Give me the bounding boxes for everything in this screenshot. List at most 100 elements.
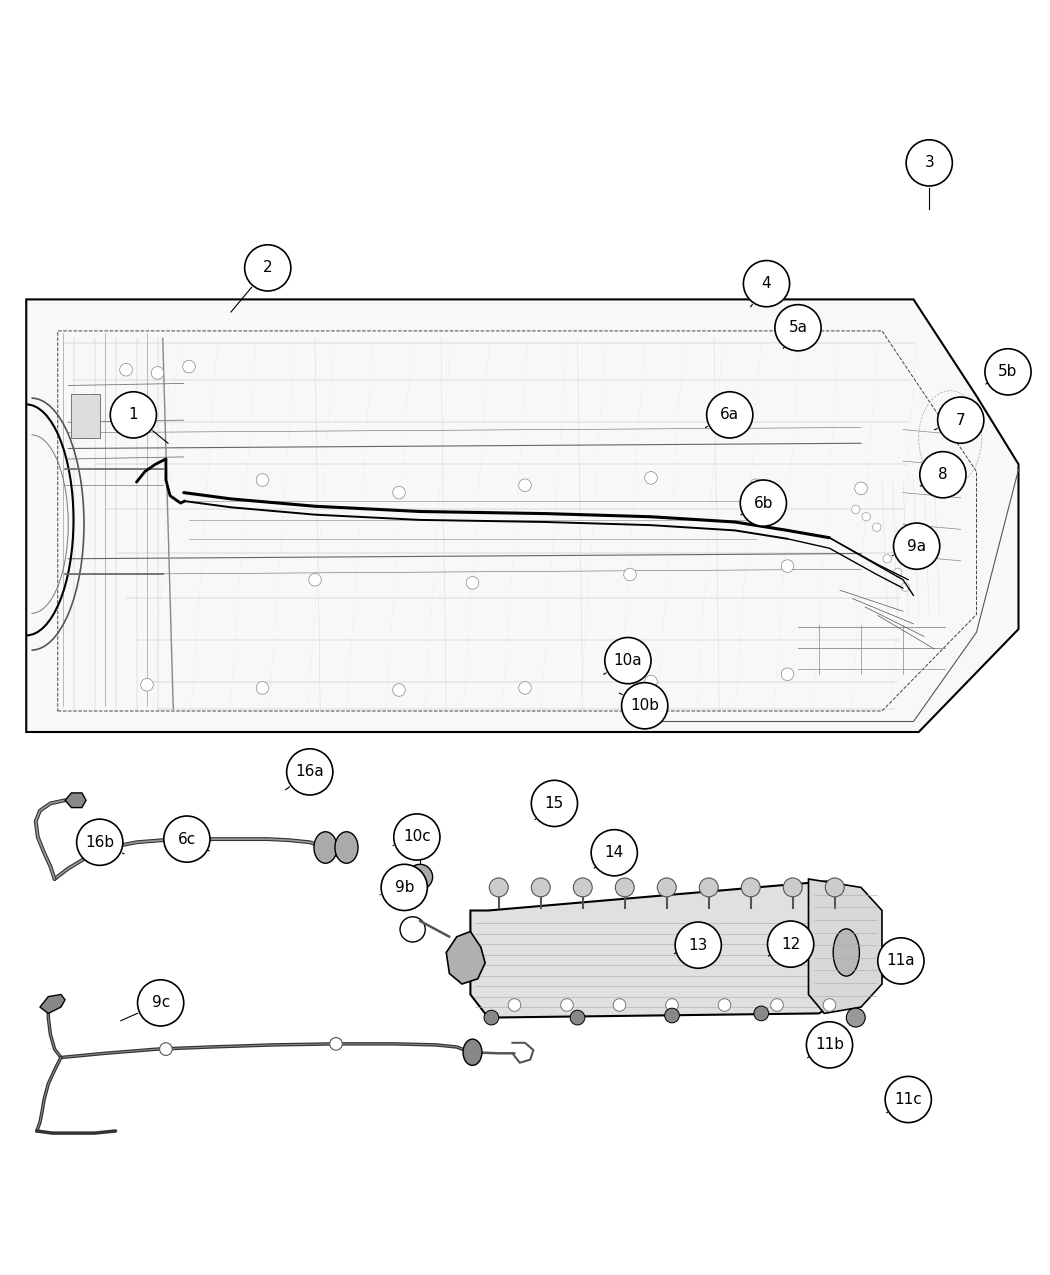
- Text: 7: 7: [956, 413, 966, 427]
- Circle shape: [750, 479, 762, 492]
- Circle shape: [484, 1010, 499, 1025]
- Text: 13: 13: [689, 937, 708, 952]
- Circle shape: [531, 878, 550, 896]
- Text: 8: 8: [938, 467, 948, 482]
- Circle shape: [740, 479, 786, 527]
- Circle shape: [699, 878, 718, 896]
- Text: 10c: 10c: [403, 830, 430, 844]
- Circle shape: [164, 816, 210, 862]
- Text: 12: 12: [781, 937, 800, 951]
- Polygon shape: [65, 793, 86, 807]
- Text: 6a: 6a: [720, 408, 739, 422]
- Text: 9c: 9c: [151, 996, 170, 1010]
- Circle shape: [665, 1009, 679, 1023]
- Circle shape: [381, 864, 427, 910]
- Circle shape: [771, 998, 783, 1011]
- Circle shape: [825, 878, 844, 896]
- Polygon shape: [40, 994, 65, 1014]
- Text: 6c: 6c: [177, 831, 196, 847]
- Circle shape: [901, 583, 909, 592]
- Circle shape: [466, 576, 479, 589]
- Circle shape: [400, 917, 425, 942]
- Circle shape: [519, 479, 531, 492]
- Circle shape: [878, 938, 924, 984]
- Text: 6b: 6b: [754, 496, 773, 510]
- Text: 16a: 16a: [295, 765, 324, 779]
- Circle shape: [906, 140, 952, 186]
- Circle shape: [675, 922, 721, 968]
- Text: 16b: 16b: [85, 835, 114, 849]
- Circle shape: [645, 676, 657, 688]
- Circle shape: [573, 878, 592, 896]
- Circle shape: [508, 998, 521, 1011]
- Circle shape: [885, 1076, 931, 1122]
- Text: 10a: 10a: [613, 653, 643, 668]
- Circle shape: [489, 878, 508, 896]
- Ellipse shape: [335, 831, 358, 863]
- Ellipse shape: [314, 831, 337, 863]
- Circle shape: [309, 574, 321, 586]
- Circle shape: [938, 397, 984, 444]
- Text: 9a: 9a: [907, 538, 926, 553]
- Circle shape: [624, 569, 636, 581]
- Circle shape: [873, 523, 881, 532]
- Circle shape: [138, 979, 184, 1026]
- Circle shape: [894, 523, 940, 569]
- Text: 5a: 5a: [789, 320, 807, 335]
- Text: 14: 14: [605, 845, 624, 861]
- Ellipse shape: [834, 929, 860, 977]
- Circle shape: [613, 998, 626, 1011]
- Circle shape: [707, 391, 753, 439]
- Circle shape: [160, 1043, 172, 1056]
- Circle shape: [519, 682, 531, 694]
- Text: 3: 3: [924, 156, 934, 171]
- Circle shape: [781, 560, 794, 572]
- Text: 10b: 10b: [630, 699, 659, 713]
- Circle shape: [823, 998, 836, 1011]
- Text: 11c: 11c: [895, 1091, 922, 1107]
- Ellipse shape: [463, 1039, 482, 1066]
- Circle shape: [645, 472, 657, 484]
- Polygon shape: [808, 878, 882, 1014]
- Circle shape: [768, 921, 814, 968]
- Circle shape: [570, 1010, 585, 1025]
- Circle shape: [657, 878, 676, 896]
- Circle shape: [985, 349, 1031, 395]
- Text: 5b: 5b: [999, 365, 1017, 380]
- Polygon shape: [26, 300, 1018, 732]
- Circle shape: [615, 878, 634, 896]
- Circle shape: [622, 682, 668, 729]
- Polygon shape: [470, 881, 850, 1017]
- Text: 11b: 11b: [815, 1038, 844, 1052]
- Circle shape: [883, 555, 891, 564]
- Text: 1: 1: [128, 408, 139, 422]
- Circle shape: [718, 998, 731, 1011]
- Text: 9b: 9b: [395, 880, 414, 895]
- Text: 11a: 11a: [886, 954, 916, 969]
- Circle shape: [256, 474, 269, 486]
- Circle shape: [256, 682, 269, 694]
- Circle shape: [77, 819, 123, 866]
- Circle shape: [775, 305, 821, 351]
- Text: 15: 15: [545, 796, 564, 811]
- Polygon shape: [187, 830, 194, 850]
- Circle shape: [591, 830, 637, 876]
- Text: 2: 2: [262, 260, 273, 275]
- Circle shape: [852, 505, 860, 514]
- Circle shape: [561, 998, 573, 1011]
- Circle shape: [783, 878, 802, 896]
- Circle shape: [781, 668, 794, 681]
- Circle shape: [407, 864, 433, 890]
- Circle shape: [920, 451, 966, 497]
- Circle shape: [855, 482, 867, 495]
- Circle shape: [605, 638, 651, 683]
- Circle shape: [862, 513, 870, 521]
- Circle shape: [894, 569, 902, 576]
- Circle shape: [754, 1006, 769, 1021]
- Circle shape: [183, 361, 195, 372]
- Circle shape: [846, 1009, 865, 1028]
- Circle shape: [245, 245, 291, 291]
- Circle shape: [531, 780, 578, 826]
- Circle shape: [330, 1038, 342, 1051]
- Circle shape: [141, 678, 153, 691]
